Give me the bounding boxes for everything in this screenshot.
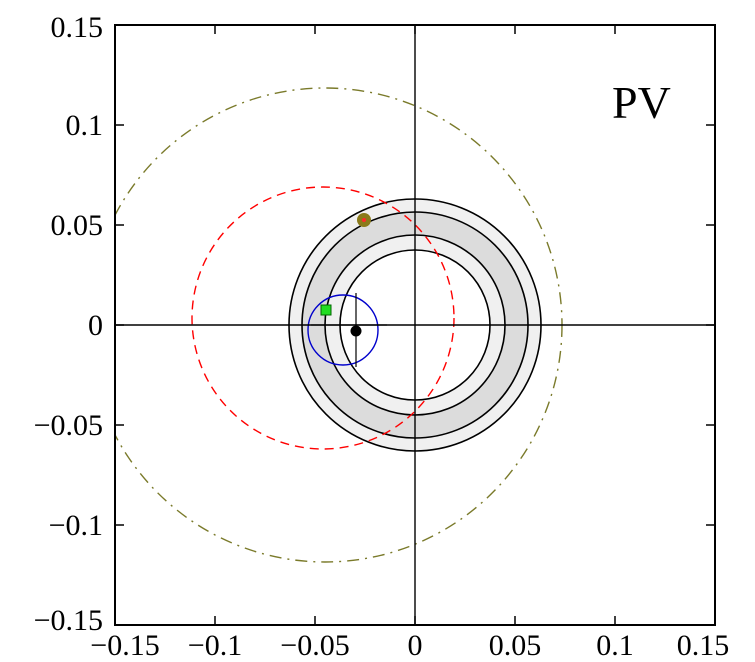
x-tick-label: −0.15 <box>90 629 159 662</box>
y-tick-label: 0 <box>88 309 103 342</box>
marker-green-square <box>320 304 332 316</box>
y-tick-label: −0.15 <box>34 604 103 637</box>
marker-olive-dot-core <box>362 218 366 222</box>
x-tick-label: 0 <box>408 629 423 662</box>
y-tick-label: 0.1 <box>66 109 104 142</box>
x-tick-label: 0.15 <box>677 629 730 662</box>
tick-layer: −0.15 −0.1 −0.05 0 0.05 0.1 0.15 −0.15 −0.1 −0.05… <box>34 11 730 662</box>
curve-dashed <box>191 186 455 450</box>
y-tick-label: 0.05 <box>51 209 104 242</box>
marker-layer <box>320 213 371 337</box>
y-tick-label: −0.1 <box>49 509 103 542</box>
x-tick-label: 0.1 <box>596 629 634 662</box>
y-tick-label: 0.15 <box>51 11 104 44</box>
panel-label: PV <box>612 77 671 128</box>
marker-black-dot <box>350 325 362 337</box>
x-tick-label: −0.05 <box>280 629 349 662</box>
y-tick-label: −0.05 <box>34 409 103 442</box>
x-tick-label: 0.05 <box>489 629 542 662</box>
curve-solid-small <box>307 294 379 366</box>
x-tick-label: −0.1 <box>188 629 242 662</box>
